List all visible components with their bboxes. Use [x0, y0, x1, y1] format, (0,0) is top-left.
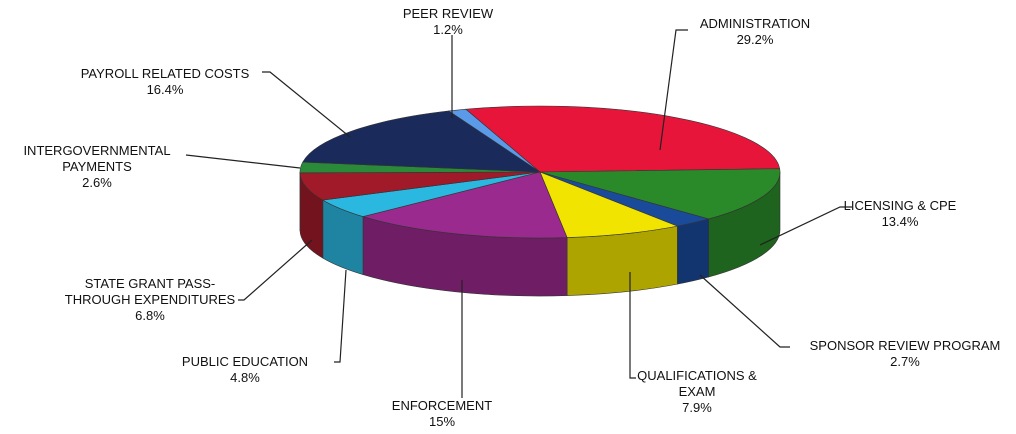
- value-label: 29.2%: [736, 32, 774, 47]
- slice-label: STATE GRANT PASS-THROUGH EXPENDITURES 6.8…: [63, 276, 238, 324]
- leader-line: [659, 29, 688, 151]
- category-label: PEER REVIEW: [402, 6, 494, 21]
- value-label: 13.4%: [881, 214, 919, 229]
- value-label: 1.2%: [433, 22, 463, 37]
- slice-label: QUALIFICATIONS & EXAM 7.9%: [625, 368, 770, 416]
- value-label: 15%: [428, 414, 456, 429]
- slice-label: PAYROLL RELATED COSTS 16.4%: [55, 66, 275, 98]
- slice-label: PUBLIC EDUCATION 4.8%: [145, 354, 345, 386]
- slice: [465, 105, 781, 173]
- category-label: STATE GRANT PASS-THROUGH EXPENDITURES: [64, 276, 236, 307]
- value-label: 2.7%: [890, 354, 920, 369]
- leader-line: [699, 274, 790, 348]
- slice-label: ADMINISTRATION 29.2%: [655, 16, 855, 48]
- value-label: 16.4%: [146, 82, 184, 97]
- value-label: 4.8%: [230, 370, 260, 385]
- slice: [539, 168, 781, 220]
- value-label: 2.6%: [82, 175, 112, 190]
- slice-label: ENFORCEMENT 15%: [342, 398, 542, 430]
- category-label: INTERGOVERNMENTAL PAYMENTS: [23, 143, 171, 174]
- slice-label: PEER REVIEW 1.2%: [348, 6, 548, 38]
- slice-label: INTERGOVERNMENTAL PAYMENTS 2.6%: [17, 143, 177, 191]
- slice: [302, 110, 542, 173]
- slice: [448, 108, 541, 173]
- value-label: 7.9%: [682, 400, 712, 415]
- category-label: SPONSOR REVIEW PROGRAM: [809, 338, 1001, 353]
- leader-line: [629, 272, 636, 379]
- slice: [539, 171, 679, 238]
- leader-line: [334, 269, 347, 363]
- leader-line: [185, 154, 301, 169]
- category-label: LICENSING & CPE: [843, 198, 957, 213]
- slice-side: [677, 218, 709, 285]
- category-label: PUBLIC EDUCATION: [181, 354, 309, 369]
- category-label: ENFORCEMENT: [391, 398, 493, 413]
- value-label: 6.8%: [135, 308, 165, 323]
- category-label: QUALIFICATIONS & EXAM: [637, 368, 757, 399]
- leader-line: [238, 239, 313, 301]
- slice-label: LICENSING & CPE 13.4%: [800, 198, 1000, 230]
- category-label: ADMINISTRATION: [699, 16, 811, 31]
- leader-line: [759, 206, 852, 246]
- category-label: PAYROLL RELATED COSTS: [80, 66, 250, 81]
- slice: [361, 171, 568, 239]
- slice-label: SPONSOR REVIEW PROGRAM 2.7%: [785, 338, 1016, 370]
- leader-line: [262, 71, 351, 138]
